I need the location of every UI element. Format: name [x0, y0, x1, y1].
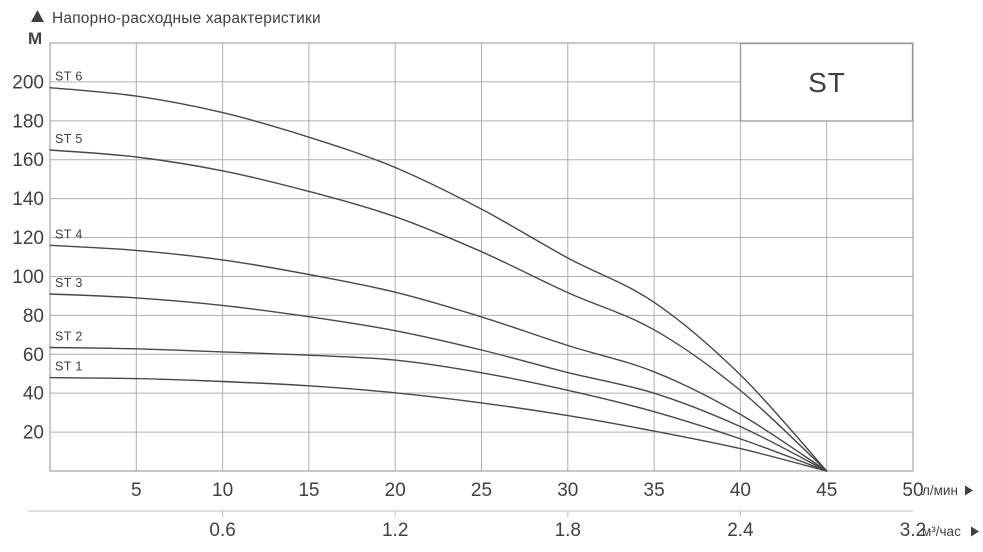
- curve-st-1: [49, 376, 828, 472]
- x-tick-label: 5: [131, 480, 142, 501]
- y-tick-label: 120: [12, 228, 44, 249]
- legend-box: [739, 42, 914, 122]
- y-tick-label: 140: [12, 189, 44, 210]
- y-axis-arrow-up-icon: [31, 10, 44, 22]
- grid-layer: [49, 42, 914, 472]
- x-tick-label-secondary: 1.8: [555, 520, 581, 541]
- y-tick-label: 160: [12, 150, 44, 171]
- x-tick-label: 20: [385, 480, 406, 501]
- x-axis-primary-arrow-icon: [965, 485, 973, 496]
- x-axis-secondary-unit: м³/час: [922, 524, 961, 539]
- y-tick-label: 200: [12, 72, 44, 93]
- curve-st-2: [49, 346, 828, 472]
- curve-label-st-1: ST 1: [55, 360, 83, 374]
- plot-frame: [49, 42, 914, 472]
- x-tick-label-secondary: 3.2: [900, 520, 926, 541]
- curve-st-6: [49, 87, 828, 472]
- curve-label-st-3: ST 3: [55, 276, 83, 290]
- x-tick-label: 10: [212, 480, 233, 501]
- chart-title: Напорно-расходные характеристики: [52, 10, 321, 27]
- tick-labels-layer: 0.6 1.2 1.8 2.4 3.2 5 10 15 20 25 30 35 40 45 50 20 40 60…: [12, 72, 926, 541]
- x-tick-label-secondary: 1.2: [382, 520, 408, 541]
- y-tick-label: 80: [23, 306, 44, 327]
- x-tick-label: 50: [902, 480, 923, 501]
- curve-label-st-4: ST 4: [55, 227, 83, 241]
- x-tick-label: 25: [471, 480, 492, 501]
- y-tick-label: 20: [23, 423, 44, 444]
- x-tick-label: 35: [644, 480, 665, 501]
- curve-st-5: [49, 149, 828, 472]
- x-tick-label: 15: [298, 480, 319, 501]
- x-tick-label: 40: [730, 480, 751, 501]
- y-axis-unit-label: М: [28, 29, 42, 48]
- curve-label-st-2: ST 2: [55, 329, 83, 343]
- x-tick-label-secondary: 2.4: [727, 520, 754, 541]
- curve-st-3: [49, 293, 828, 472]
- curve-label-st-5: ST 5: [55, 132, 83, 146]
- curve-st-4: [49, 244, 828, 472]
- curves-layer: [49, 87, 828, 472]
- secondary-axis-layer: [28, 510, 913, 517]
- x-axis-secondary-arrow-icon: [971, 526, 979, 537]
- x-tick-label: 30: [557, 480, 578, 501]
- curve-label-st-6: ST 6: [55, 70, 83, 84]
- y-tick-label: 100: [12, 267, 44, 288]
- curve-labels-layer: ST 1 ST 2 ST 3 ST 4 ST 5 ST 6: [55, 70, 83, 374]
- y-tick-label: 40: [23, 384, 44, 405]
- y-tick-label: 60: [23, 345, 44, 366]
- x-axis-primary-unit: л/мин: [922, 483, 958, 498]
- x-tick-label-secondary: 0.6: [209, 520, 235, 541]
- x-tick-label: 45: [816, 480, 837, 501]
- legend-box-label: ST: [808, 67, 846, 98]
- y-tick-label: 180: [12, 111, 44, 132]
